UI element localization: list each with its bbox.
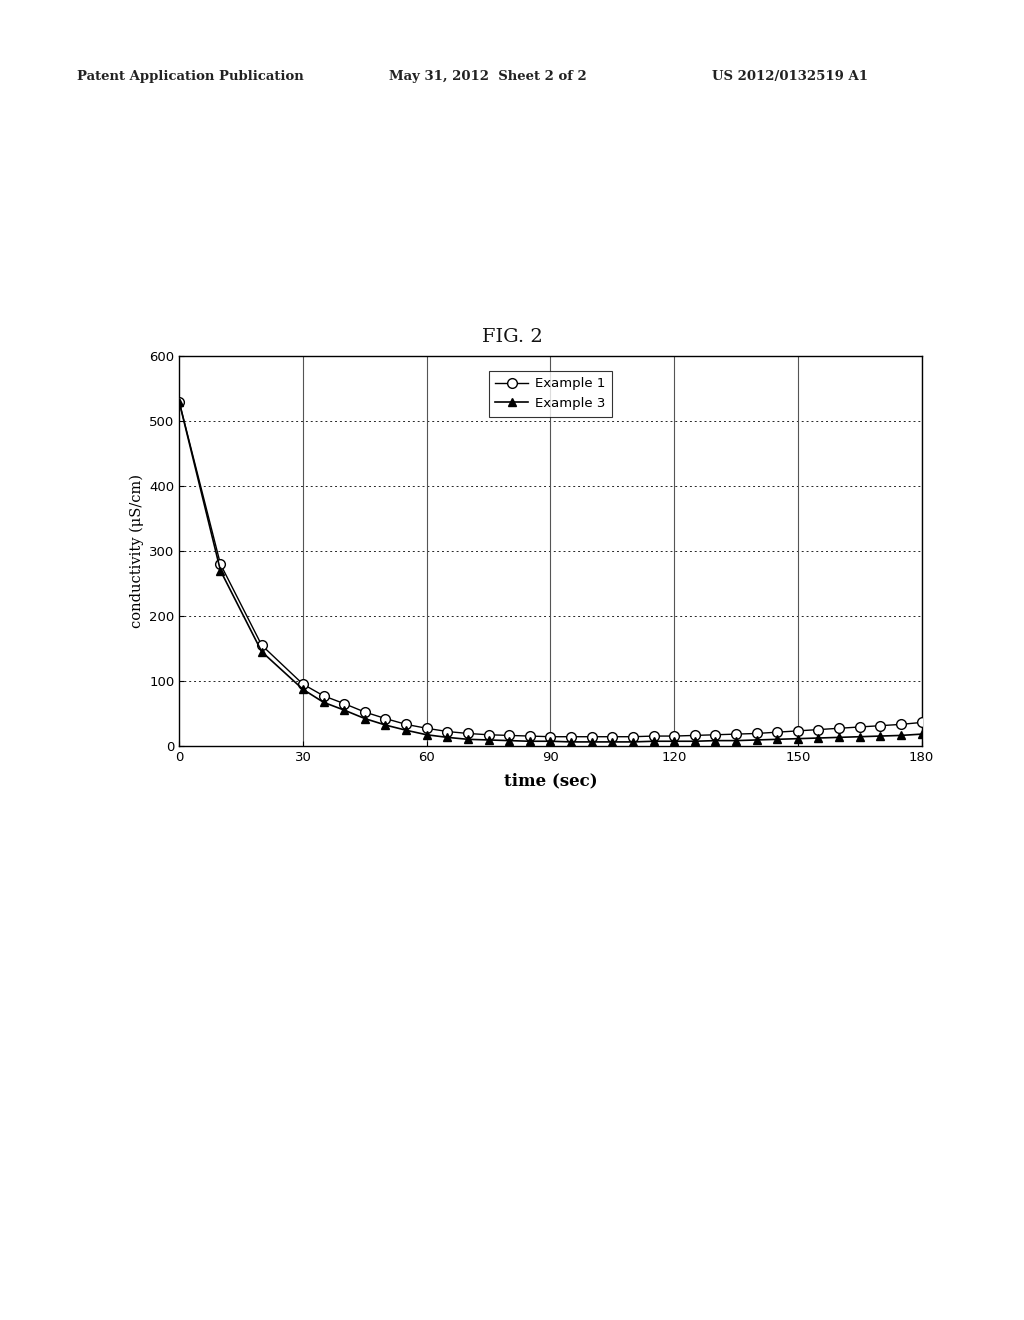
Example 3 [400, 722, 413, 738]
Example 3 [895, 727, 907, 743]
Example 3 [379, 717, 391, 733]
Text: FIG. 2: FIG. 2 [481, 327, 543, 346]
Example 3 [503, 733, 515, 748]
Example 1 [688, 727, 700, 743]
Example 1 [441, 723, 454, 739]
Example 3 [544, 734, 556, 750]
Example 1 [317, 688, 330, 704]
Example 1 [214, 556, 226, 572]
Example 3 [421, 727, 433, 743]
Example 1 [462, 726, 474, 742]
Example 1 [730, 726, 742, 742]
Example 3 [833, 730, 845, 746]
Example 3 [730, 733, 742, 748]
Example 1 [256, 638, 268, 653]
Example 3 [854, 729, 866, 744]
Example 3 [668, 734, 680, 750]
Example 1 [710, 727, 722, 743]
Line: Example 3: Example 3 [175, 397, 926, 746]
Example 3 [358, 710, 371, 726]
Example 1 [503, 727, 515, 743]
Example 1 [379, 710, 391, 726]
Example 1 [833, 721, 845, 737]
Line: Example 1: Example 1 [174, 397, 927, 742]
Example 1 [874, 718, 887, 734]
Example 1 [586, 729, 598, 744]
Example 3 [338, 702, 350, 718]
Example 3 [627, 734, 639, 750]
Y-axis label: conductivity (μS/cm): conductivity (μS/cm) [129, 474, 143, 628]
Example 3 [874, 729, 887, 744]
Example 1 [854, 719, 866, 735]
Example 3 [751, 733, 763, 748]
Example 3 [915, 726, 928, 742]
X-axis label: time (sec): time (sec) [504, 772, 597, 789]
Example 3 [710, 733, 722, 748]
Example 1 [915, 714, 928, 730]
Example 1 [895, 717, 907, 733]
Example 3 [297, 681, 309, 697]
Example 1 [668, 729, 680, 744]
Example 3 [647, 734, 659, 750]
Example 1 [751, 726, 763, 742]
Example 1 [771, 725, 783, 741]
Example 1 [792, 723, 804, 739]
Example 1 [482, 727, 495, 743]
Example 1 [421, 721, 433, 737]
Example 3 [812, 730, 824, 746]
Example 3 [173, 393, 185, 409]
Example 3 [565, 734, 578, 750]
Example 1 [523, 729, 536, 744]
Example 1 [606, 729, 618, 744]
Example 3 [792, 731, 804, 747]
Text: May 31, 2012  Sheet 2 of 2: May 31, 2012 Sheet 2 of 2 [389, 70, 587, 83]
Example 1 [565, 729, 578, 744]
Example 3 [462, 731, 474, 747]
Example 1 [812, 722, 824, 738]
Legend: Example 1, Example 3: Example 1, Example 3 [488, 371, 612, 417]
Example 3 [441, 730, 454, 746]
Example 1 [358, 704, 371, 719]
Example 1 [173, 393, 185, 409]
Example 1 [647, 729, 659, 744]
Example 3 [317, 694, 330, 710]
Example 3 [214, 562, 226, 578]
Text: US 2012/0132519 A1: US 2012/0132519 A1 [712, 70, 867, 83]
Example 1 [544, 729, 556, 744]
Example 1 [400, 717, 413, 733]
Example 1 [338, 696, 350, 711]
Example 3 [482, 733, 495, 748]
Example 3 [688, 734, 700, 750]
Example 3 [523, 734, 536, 750]
Example 1 [627, 729, 639, 744]
Example 3 [771, 731, 783, 747]
Example 3 [586, 734, 598, 750]
Example 3 [606, 734, 618, 750]
Example 3 [256, 644, 268, 660]
Example 1 [297, 676, 309, 692]
Text: Patent Application Publication: Patent Application Publication [77, 70, 303, 83]
